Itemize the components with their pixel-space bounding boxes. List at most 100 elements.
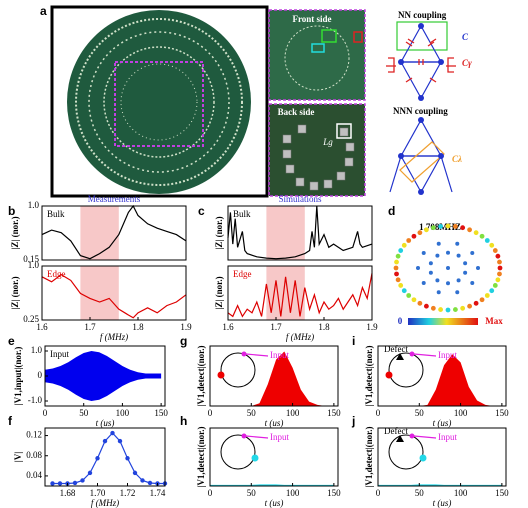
x-tick-label: 1.6	[36, 322, 48, 332]
data-area	[378, 354, 502, 406]
defect-marker	[396, 435, 404, 442]
diagram-label: Cλ	[452, 154, 462, 164]
data-point	[132, 470, 138, 476]
x-axis-label: f (MHz)	[91, 498, 119, 508]
data-point	[140, 478, 145, 483]
x-tick-label: 1.8	[318, 322, 330, 332]
site	[416, 266, 420, 270]
inset-arrow	[413, 353, 437, 357]
data-line	[52, 432, 165, 485]
site	[495, 253, 501, 259]
plot-title: Measurements	[88, 194, 141, 204]
data-line	[41, 204, 187, 260]
highlight-box	[399, 141, 445, 183]
inset-source	[409, 351, 415, 357]
y-axis-label: |V1,detect|(nor.)	[196, 345, 206, 406]
panel-label: d	[388, 204, 395, 218]
site	[393, 265, 399, 271]
site	[463, 270, 468, 275]
data-point	[87, 470, 93, 476]
y-axis-label: |Z| (nor.)	[214, 276, 224, 309]
site	[455, 241, 460, 246]
y-tick-label: -1.0	[28, 395, 43, 405]
x-tick-label: 1.8	[132, 322, 144, 332]
x-axis-label: t (us)	[96, 418, 115, 428]
inset-dot	[217, 371, 225, 379]
data-area	[210, 351, 334, 406]
x-axis-label: t (us)	[265, 418, 284, 428]
site	[411, 297, 417, 303]
site	[476, 266, 480, 270]
highlight-band	[266, 206, 305, 260]
diagram-label: Cγ	[462, 58, 472, 68]
x-tick-label: 50	[415, 488, 425, 498]
site	[411, 233, 417, 239]
site	[423, 303, 429, 309]
x-axis-label: t (us)	[433, 418, 452, 428]
site	[479, 233, 485, 239]
inset-ring	[388, 434, 424, 470]
site	[421, 251, 426, 256]
annotation: Edge	[233, 269, 252, 279]
site	[436, 241, 441, 246]
site	[406, 238, 412, 243]
x-tick-label: 1.72	[120, 488, 136, 498]
plot-frame	[209, 345, 339, 407]
data-line	[227, 273, 373, 318]
x-axis-label: f (MHz)	[100, 332, 128, 342]
plot-frame	[227, 205, 373, 261]
site	[470, 280, 475, 285]
inset-dot	[419, 454, 427, 462]
data-point	[50, 481, 55, 486]
highlight-band	[266, 266, 305, 320]
nodes	[398, 23, 444, 101]
site	[484, 238, 490, 243]
panel-label: i	[352, 334, 355, 348]
site	[479, 297, 485, 303]
board-photo	[67, 10, 251, 194]
site	[394, 271, 399, 277]
y-tick-label: 0.25	[23, 314, 39, 324]
photo-label: Lg	[322, 137, 333, 147]
annotation: Edge	[47, 269, 66, 279]
data-point	[80, 478, 85, 483]
data-point	[125, 456, 130, 461]
inset-label: Input	[438, 350, 457, 360]
site	[438, 307, 443, 312]
site	[456, 253, 461, 258]
site	[495, 277, 501, 283]
plot-frame	[209, 427, 339, 487]
site	[430, 225, 436, 231]
x-axis-label: f (MHz)	[286, 332, 314, 342]
plot-frame	[377, 427, 507, 487]
x-tick-label: 150	[327, 408, 341, 418]
x-tick-label: 1.70	[90, 488, 106, 498]
x-tick-label: 100	[454, 408, 468, 418]
site	[446, 266, 450, 270]
annotation: Bulk	[233, 209, 251, 219]
plot-frame	[227, 265, 373, 321]
site	[394, 259, 399, 265]
inset-box	[321, 29, 337, 43]
x-tick-label: 0	[208, 488, 213, 498]
data-point	[57, 481, 63, 486]
y-axis-label: |V1,detect|(nor.)	[196, 426, 206, 487]
y-axis-label: |Z| (nor.)	[10, 276, 20, 309]
site	[398, 248, 404, 253]
site	[473, 300, 479, 306]
photo-label: Back side	[278, 107, 315, 117]
inset-label: Defect	[384, 426, 408, 436]
colorbar-label: Max	[485, 316, 503, 326]
x-tick-label: 1.6	[222, 322, 234, 332]
y-tick-label: 1.0	[28, 200, 40, 210]
panel-label: b	[8, 204, 15, 218]
site	[428, 270, 433, 275]
x-tick-label: 100	[454, 488, 468, 498]
x-tick-label: 1.9	[180, 322, 192, 332]
nodes	[398, 117, 444, 195]
inset-box	[311, 43, 325, 53]
photo-label: Front side	[292, 14, 331, 24]
data-point	[95, 456, 100, 461]
data-line	[41, 273, 187, 319]
